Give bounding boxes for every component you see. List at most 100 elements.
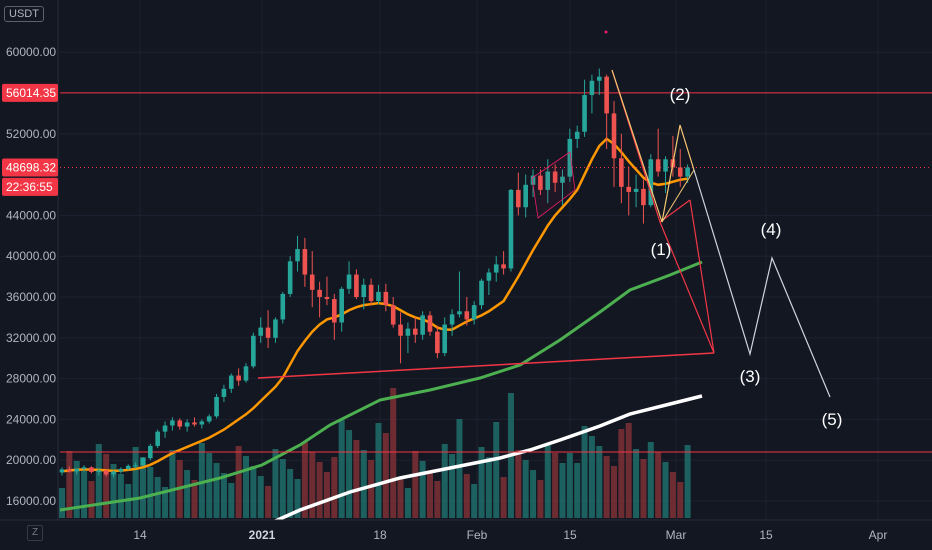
volume-bar	[375, 423, 382, 518]
price-badge-label: 22:36:55	[6, 180, 53, 194]
volume-bar	[88, 481, 95, 518]
candle-body	[89, 467, 94, 472]
volume-bar	[220, 473, 227, 518]
wave-label: (4)	[761, 220, 782, 239]
candle-body	[162, 425, 168, 432]
volume-bar	[647, 442, 654, 518]
volume-bar	[485, 457, 492, 518]
volume-bar	[346, 430, 353, 518]
volume-bar	[618, 429, 625, 518]
candle-body	[655, 159, 661, 172]
candle-body	[685, 167, 690, 177]
candle-body	[184, 422, 190, 427]
candle-body	[214, 396, 219, 417]
candle-body	[280, 293, 286, 320]
volume-bar	[463, 474, 470, 518]
pattern-lines	[611, 69, 695, 223]
ma-green-line	[59, 260, 703, 512]
candle-body	[170, 420, 175, 426]
volume-bar	[154, 477, 161, 518]
candle-body	[641, 188, 646, 206]
candle-body	[81, 467, 87, 469]
volume-bar	[257, 476, 264, 518]
volume-bar	[625, 423, 632, 518]
candle-body	[648, 159, 654, 206]
volume-bar	[530, 470, 537, 518]
volume-bar	[669, 472, 676, 518]
volume-bar	[574, 463, 581, 518]
elliott-wave-drawings	[257, 30, 831, 398]
volume-bar	[147, 467, 154, 518]
candle-body	[619, 158, 624, 187]
volume-bar	[633, 449, 640, 518]
y-tick-label: 36000.00	[6, 290, 56, 304]
y-tick-label: 28000.00	[6, 372, 56, 386]
candle-body	[390, 305, 396, 325]
volume-bar	[294, 479, 301, 518]
candle-body	[582, 95, 587, 132]
y-tick-label: 60000.00	[6, 45, 56, 59]
volume-bar	[404, 488, 411, 518]
volume-bar	[206, 453, 213, 518]
chart-grid	[60, 0, 932, 520]
x-tick-label: Feb	[467, 528, 488, 542]
volume-bar	[243, 456, 249, 518]
y-tick-label: 40000.00	[6, 249, 56, 263]
candle-body	[243, 366, 249, 381]
channel-box	[531, 151, 576, 219]
candle-body	[611, 113, 617, 159]
volume-bar	[537, 480, 544, 518]
y-tick-label: 32000.00	[6, 331, 56, 345]
pattern-lines	[661, 169, 695, 223]
candle-body	[332, 299, 337, 323]
candle-body	[67, 469, 72, 472]
x-tick-label: 18	[373, 528, 387, 542]
candle-body	[420, 315, 425, 335]
candle-body	[449, 314, 455, 325]
volume-bar	[235, 446, 242, 518]
volume-bar	[309, 452, 316, 518]
volume-bar	[566, 453, 573, 518]
candle-body	[677, 167, 683, 177]
volume-bar	[353, 440, 360, 518]
candle-body	[479, 280, 484, 306]
volume-bar	[95, 444, 102, 518]
candle-body	[604, 76, 609, 114]
candle-body	[287, 261, 293, 294]
timezone-button[interactable]: Z	[27, 525, 43, 541]
candle-body	[435, 331, 440, 354]
volume-bars	[59, 388, 691, 518]
volume-bar	[500, 477, 507, 518]
volume-bar	[368, 460, 375, 518]
candle-body	[560, 176, 565, 183]
candle-body	[633, 188, 639, 192]
volume-bar	[382, 433, 389, 518]
volume-bar	[684, 445, 691, 518]
volume-bar	[117, 474, 124, 518]
candle-body	[596, 76, 602, 81]
volume-bar	[596, 446, 603, 518]
candle-body	[354, 274, 359, 297]
candle-body	[508, 189, 514, 269]
volume-bar	[427, 471, 433, 518]
volume-bar	[338, 420, 345, 518]
candle-body	[589, 80, 595, 96]
candle-body	[236, 375, 241, 381]
wave-label: (5)	[822, 410, 843, 429]
ema-orange-line	[61, 137, 688, 473]
volume-bar	[478, 447, 485, 518]
volume-bar	[316, 462, 323, 518]
volume-bar	[301, 442, 308, 518]
volume-bar	[662, 462, 669, 518]
candle-body	[295, 249, 300, 262]
volume-bar	[397, 478, 404, 518]
volume-bar	[581, 426, 588, 518]
volume-bar	[66, 451, 73, 518]
support-trendline	[257, 352, 715, 379]
candle-body	[339, 288, 344, 323]
price-badge	[2, 177, 58, 196]
price-badge-label: 56014.35	[6, 86, 56, 100]
volume-bar	[250, 466, 257, 518]
currency-button[interactable]: USDT	[4, 6, 44, 22]
